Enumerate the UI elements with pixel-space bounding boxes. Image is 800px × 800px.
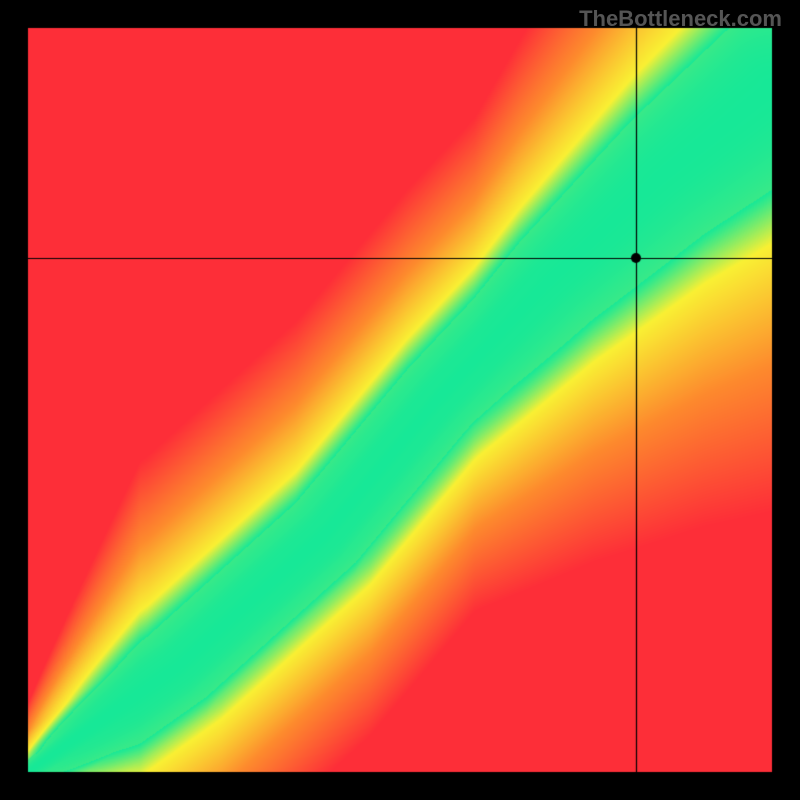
heatmap-canvas bbox=[0, 0, 800, 800]
chart-container: TheBottleneck.com bbox=[0, 0, 800, 800]
watermark-text: TheBottleneck.com bbox=[579, 6, 782, 32]
